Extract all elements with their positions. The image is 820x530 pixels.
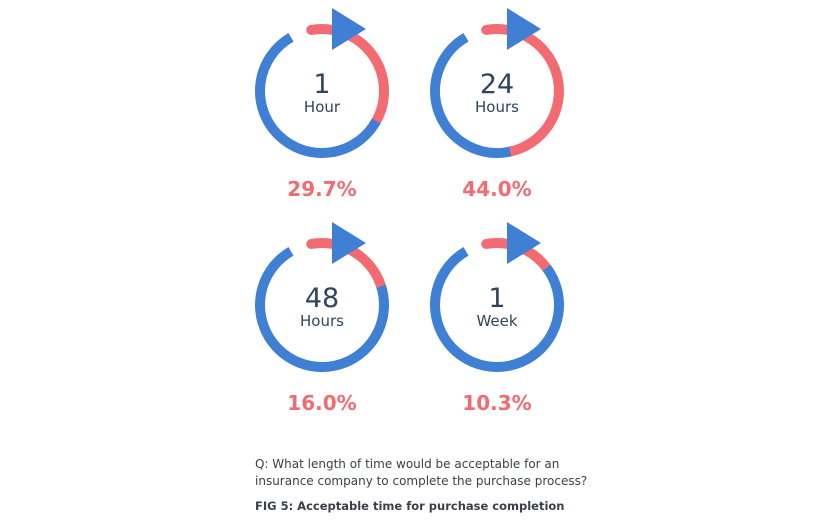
- gauge-1-number: 1: [313, 69, 330, 100]
- gauge-4-arrow-icon: [507, 222, 541, 264]
- figure-caption: FIG 5: Acceptable time for purchase comp…: [255, 499, 565, 513]
- gauge-4-number: 1: [488, 283, 505, 314]
- gauge-3-unit: Hours: [300, 312, 344, 330]
- gauge-4-remainder-arc: [430, 246, 564, 372]
- gauge-2-value-label: 44.0%: [462, 177, 531, 201]
- survey-question: Q: What length of time would be acceptab…: [255, 457, 588, 488]
- gauge-3-value-label: 16.0%: [287, 391, 356, 415]
- gauge-3-arrow-icon: [332, 222, 366, 264]
- gauge-2-unit: Hours: [475, 98, 519, 116]
- gauge-1-remainder-arc: [255, 32, 381, 158]
- gauge-2-remainder-arc: [430, 32, 512, 158]
- gauge-4-unit: Week: [476, 312, 517, 330]
- gauge-1-value-arc: [306, 24, 389, 127]
- gauge-2-number: 24: [480, 69, 514, 100]
- gauge-3-number: 48: [305, 283, 339, 314]
- gauge-2-arrow-icon: [507, 8, 541, 50]
- gauge-3-remainder-arc: [255, 246, 389, 372]
- gauge-4-value-label: 10.3%: [462, 391, 531, 415]
- gauge-3-value-arc: [306, 238, 387, 292]
- gauge-1-arrow-icon: [332, 8, 366, 50]
- gauge-1-unit: Hour: [304, 98, 341, 116]
- gauge-1-value-label: 29.7%: [287, 177, 356, 201]
